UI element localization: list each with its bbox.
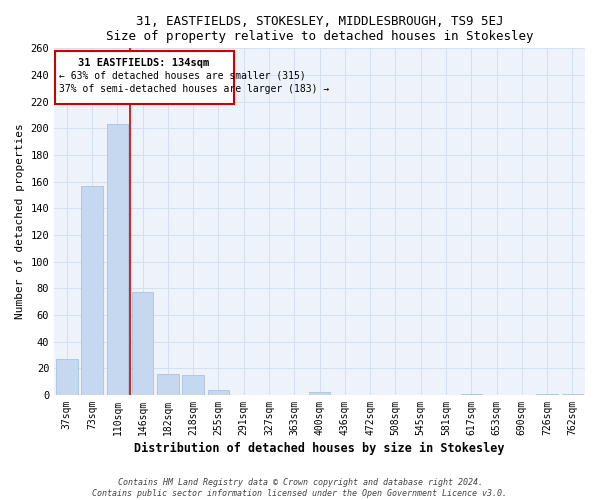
Bar (536, 394, 558, 395)
Text: 37% of semi-detached houses are larger (183) →: 37% of semi-detached houses are larger (… (59, 84, 329, 94)
X-axis label: Distribution of detached houses by size in Stokesley: Distribution of detached houses by size … (134, 442, 505, 455)
Bar (182, 375, 204, 395)
Text: Contains HM Land Registry data © Crown copyright and database right 2024.
Contai: Contains HM Land Registry data © Crown c… (92, 478, 508, 498)
Bar (56, 359, 77, 395)
FancyBboxPatch shape (55, 51, 233, 104)
Text: 31 EASTFIELDS: 134sqm: 31 EASTFIELDS: 134sqm (78, 58, 209, 68)
Title: 31, EASTFIELDS, STOKESLEY, MIDDLESBROUGH, TS9 5EJ
Size of property relative to d: 31, EASTFIELDS, STOKESLEY, MIDDLESBROUGH… (106, 15, 533, 43)
Bar (82, 186, 103, 395)
Bar (562, 394, 583, 395)
Bar (309, 392, 331, 395)
Bar (157, 374, 179, 395)
Text: ← 63% of detached houses are smaller (315): ← 63% of detached houses are smaller (31… (59, 71, 306, 81)
Bar (461, 394, 482, 395)
Y-axis label: Number of detached properties: Number of detached properties (15, 124, 25, 320)
Bar (208, 390, 229, 395)
Bar (132, 292, 154, 395)
Bar (107, 124, 128, 395)
